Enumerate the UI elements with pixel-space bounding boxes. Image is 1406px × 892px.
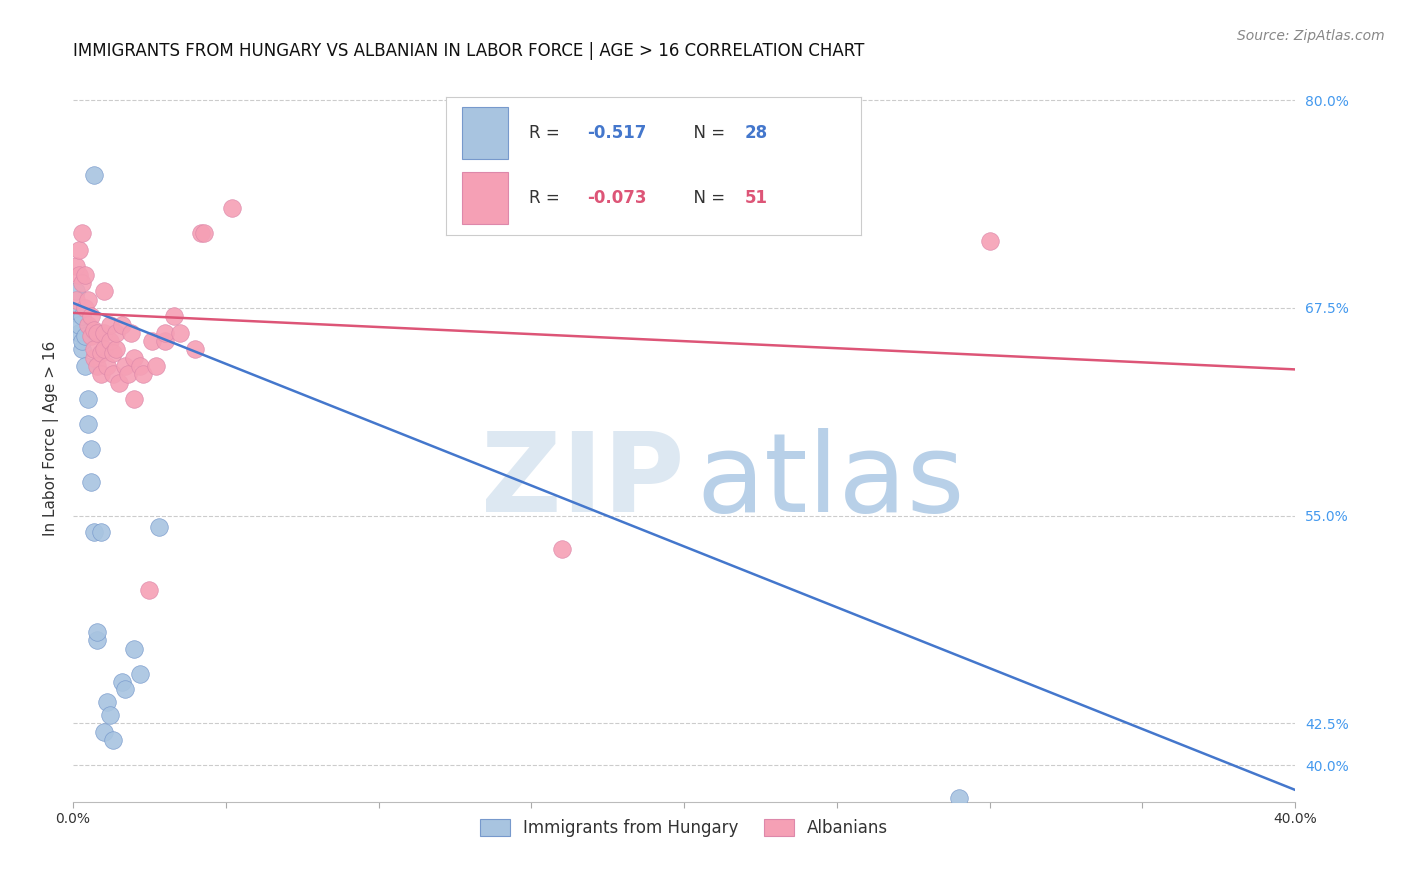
Point [122, 641, 145, 656]
Point [67, 268, 90, 282]
Point [83, 343, 105, 357]
Point [120, 326, 142, 340]
Point [67, 243, 90, 257]
Point [111, 318, 134, 332]
Point [83, 351, 105, 365]
Point [80, 475, 103, 490]
Point [93, 724, 115, 739]
Point [184, 343, 207, 357]
Point [122, 392, 145, 407]
Point [75, 268, 97, 282]
Point [65, 260, 87, 274]
Point [86, 633, 108, 648]
Point [117, 368, 139, 382]
Point [148, 520, 170, 534]
Point [98, 318, 121, 332]
Point [108, 376, 131, 390]
Point [93, 326, 115, 340]
Point [190, 226, 212, 240]
Point [77, 293, 100, 307]
Text: Source: ZipAtlas.com: Source: ZipAtlas.com [1237, 29, 1385, 43]
Point [98, 708, 121, 723]
Point [129, 666, 152, 681]
Point [98, 334, 121, 348]
Point [111, 674, 134, 689]
Point [104, 343, 127, 357]
Point [86, 326, 108, 340]
Point [114, 359, 136, 373]
Point [193, 226, 215, 240]
Point [138, 583, 160, 598]
Point [77, 417, 100, 432]
Text: IMMIGRANTS FROM HUNGARY VS ALBANIAN IN LABOR FORCE | AGE > 16 CORRELATION CHART: IMMIGRANTS FROM HUNGARY VS ALBANIAN IN L… [73, 42, 865, 60]
Point [948, 791, 970, 805]
Text: ZIP: ZIP [481, 428, 685, 535]
Point [96, 695, 118, 709]
Point [70, 334, 93, 348]
Point [145, 359, 167, 373]
Point [70, 343, 93, 357]
Point [83, 322, 105, 336]
Point [93, 285, 115, 299]
Point [93, 343, 115, 357]
Point [83, 525, 105, 540]
Point [86, 625, 108, 640]
Point [67, 326, 90, 340]
Point [101, 733, 124, 747]
Point [141, 334, 163, 348]
Point [77, 392, 100, 407]
Point [80, 329, 103, 343]
Point [122, 351, 145, 365]
Point [101, 368, 124, 382]
Point [89, 346, 111, 360]
Point [89, 525, 111, 540]
Point [77, 318, 100, 332]
Point [153, 334, 176, 348]
Point [67, 318, 90, 332]
Point [83, 168, 105, 182]
Point [169, 326, 191, 340]
Point [101, 346, 124, 360]
Point [132, 368, 155, 382]
Point [89, 368, 111, 382]
Point [979, 235, 1001, 249]
Point [70, 276, 93, 290]
Point [80, 442, 103, 457]
Point [75, 329, 97, 343]
Text: atlas: atlas [696, 428, 965, 535]
Point [65, 285, 87, 299]
Point [551, 541, 574, 556]
Legend: Immigrants from Hungary, Albanians: Immigrants from Hungary, Albanians [474, 813, 894, 844]
Point [65, 306, 87, 320]
Point [75, 359, 97, 373]
Point [70, 310, 93, 324]
Point [86, 359, 108, 373]
Y-axis label: In Labor Force | Age > 16: In Labor Force | Age > 16 [44, 341, 59, 536]
Point [163, 310, 186, 324]
Point [114, 681, 136, 696]
Point [153, 326, 176, 340]
Point [80, 310, 103, 324]
Point [75, 301, 97, 315]
Point [104, 326, 127, 340]
Point [70, 226, 93, 240]
Point [96, 359, 118, 373]
Point [129, 359, 152, 373]
Point [65, 293, 87, 307]
Point [221, 201, 243, 215]
